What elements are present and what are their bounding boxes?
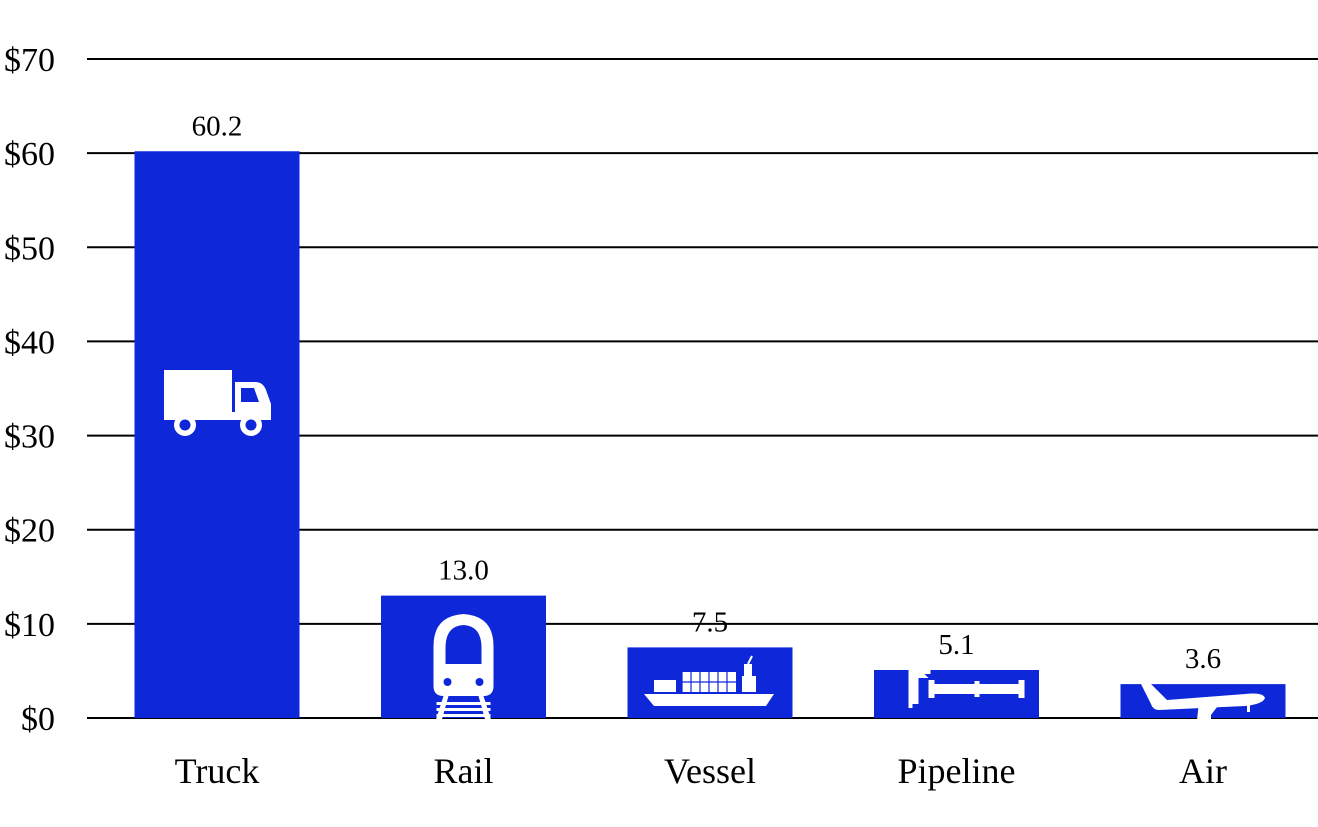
y-tick-label: $10 [4, 607, 55, 644]
data-label: 7.5 [692, 606, 728, 638]
data-label: 60.2 [192, 110, 243, 142]
category-label: Air [1179, 751, 1227, 791]
y-tick-label: $70 [4, 42, 55, 79]
bar-truck [134, 151, 300, 718]
category-label: Rail [434, 751, 494, 791]
y-tick-label: $60 [4, 136, 55, 173]
pipeline-icon [908, 664, 1025, 708]
category-label: Pipeline [898, 751, 1016, 791]
data-label: 5.1 [938, 629, 974, 661]
ship-icon [644, 655, 774, 706]
data-labels: 60.2 13.0 7.5 5.1 3.6 [192, 110, 1222, 675]
y-tick-label: $40 [4, 324, 55, 361]
y-tick-label: $20 [4, 513, 55, 550]
airplane-icon [1141, 684, 1265, 720]
data-label: 13.0 [438, 555, 489, 587]
category-label: Vessel [664, 751, 756, 791]
train-icon [433, 614, 494, 722]
bars [134, 151, 1286, 722]
category-labels: Truck Rail Vessel Pipeline Air [175, 751, 1227, 791]
category-label: Truck [175, 751, 260, 791]
y-tick-label: $50 [4, 230, 55, 267]
y-tick-label: $0 [21, 701, 55, 738]
y-axis-tick-labels: $0 $10 $20 $30 $40 $50 $60 $70 [4, 42, 55, 738]
data-label: 3.6 [1185, 643, 1221, 675]
truck-icon [164, 370, 271, 436]
y-tick-label: $30 [4, 419, 55, 456]
